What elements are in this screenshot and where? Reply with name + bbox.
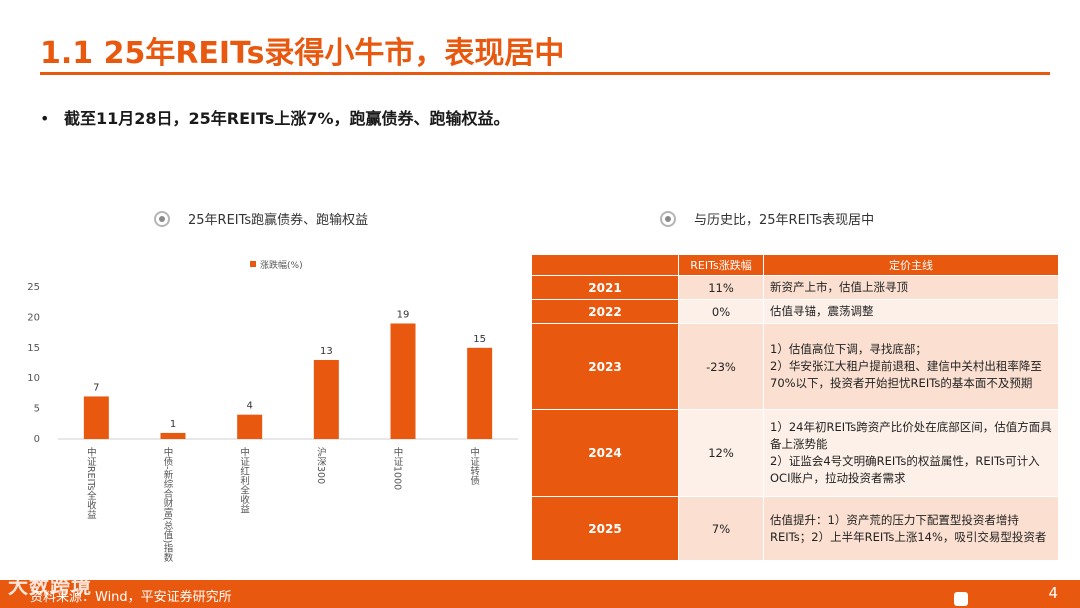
pricing-history-table: REITs涨跌幅 定价主线 2021 11% 新资产上市，估值上涨寻顶 2022… <box>531 254 1059 561</box>
row-change: 7% <box>678 496 764 561</box>
data-label: 13 <box>320 346 333 357</box>
x-category-label: 中证REITs全收益 <box>85 446 97 519</box>
data-label: 1 <box>170 419 176 430</box>
legend-swatch <box>250 261 256 267</box>
row-description: 1）24年初REITs跨资产比价处在底部区间，估值方面具备上涨势能 2）证监会4… <box>763 409 1059 497</box>
row-year: 2025 <box>531 496 679 561</box>
title-divider <box>40 72 1050 75</box>
row-year: 2022 <box>531 299 679 324</box>
table-row: 2023 -23% 1）估值高位下调，寻找底部； 2）华安张江大租户提前退租、建… <box>531 323 1059 410</box>
row-description: 新资产上市，估值上涨寻顶 <box>763 275 1059 300</box>
x-category-label: 中证1000 <box>392 446 404 490</box>
page-number: 4 <box>1048 584 1058 602</box>
bar <box>313 359 339 439</box>
footer-bar <box>0 580 1080 608</box>
brand-logo-icon <box>954 592 968 606</box>
x-category-label: 中债-新综合财富(总值)指数 <box>162 446 174 563</box>
legend-label: 涨跌幅(%) <box>260 259 303 271</box>
bar <box>467 347 493 439</box>
row-change: 0% <box>678 299 764 324</box>
bar <box>160 432 186 439</box>
radio-bullet-icon <box>154 210 170 227</box>
bullet-marker: • <box>40 109 50 128</box>
table-row: 2025 7% 估值提升：1）资产荒的压力下配置型投资者增持REITs；2）上半… <box>531 496 1059 561</box>
data-label: 4 <box>246 401 252 412</box>
left-section-title-text: 25年REITs跑赢债券、跑输权益 <box>188 213 369 228</box>
table-header-row: REITs涨跌幅 定价主线 <box>531 254 1059 276</box>
desc-line: 新资产上市，估值上涨寻顶 <box>770 280 908 294</box>
page-title: 1.1 25年REITs录得小牛市，表现居中 <box>40 36 565 71</box>
footer-source: 资料来源：Wind，平安证券研究所 <box>30 590 232 605</box>
x-category-label: 中证红利全收益 <box>238 446 250 513</box>
row-year: 2024 <box>531 409 679 497</box>
x-category-label: 中证转债 <box>468 446 480 486</box>
data-label: 19 <box>397 309 410 320</box>
y-tick-label: 5 <box>34 404 40 415</box>
row-change: 12% <box>678 409 764 497</box>
bar <box>237 414 263 439</box>
y-tick-label: 25 <box>27 282 40 293</box>
row-description: 1）估值高位下调，寻找底部； 2）华安张江大租户提前退租、建信中关村出租率降至7… <box>763 323 1059 410</box>
desc-line: 2）证监会4号文明确REITs的权益属性，REITs可计入OCI账户，拉动投资者… <box>770 454 1040 485</box>
bar <box>390 323 416 439</box>
row-year: 2021 <box>531 275 679 300</box>
watermark-logo: 大数跨境 <box>8 574 92 598</box>
returns-bar-chart: 涨跌幅(%) 0 5 10 15 20 25 7 中证REITs全收益 1 中债-新综合财富(总值)… <box>27 259 518 563</box>
desc-line: 2）华安张江大租户提前退租、建信中关村出租率降至70%以下，投资者开始担忧REI… <box>770 359 1042 390</box>
y-tick-label: 15 <box>27 343 40 354</box>
x-category-label: 沪深300 <box>315 446 327 484</box>
left-section-title: 25年REITs跑赢债券、跑输权益 <box>154 209 368 228</box>
table-header-year <box>531 254 679 276</box>
table-row: 2024 12% 1）24年初REITs跨资产比价处在底部区间，估值方面具备上涨… <box>531 409 1059 497</box>
right-section-title-text: 与历史比，25年REITs表现居中 <box>694 213 875 228</box>
table-header-driver: 定价主线 <box>763 254 1059 276</box>
table-row: 2022 0% 估值寻锚，震荡调整 <box>531 299 1059 324</box>
row-change: 11% <box>678 275 764 300</box>
y-tick-label: 0 <box>34 434 40 445</box>
data-label: 15 <box>473 334 486 345</box>
row-description: 估值寻锚，震荡调整 <box>763 299 1059 324</box>
y-tick-label: 10 <box>27 373 40 384</box>
radio-bullet-icon <box>660 210 676 227</box>
desc-line: 估值提升：1）资产荒的压力下配置型投资者增持REITs；2）上半年REITs上涨… <box>770 512 1047 544</box>
desc-line: 估值寻锚，震荡调整 <box>770 304 874 318</box>
row-year: 2023 <box>531 323 679 410</box>
row-change: -23% <box>678 323 764 410</box>
y-tick-label: 20 <box>27 312 40 323</box>
desc-line: 1）估值高位下调，寻找底部； <box>770 342 927 356</box>
bar <box>83 396 109 439</box>
row-description: 估值提升：1）资产荒的压力下配置型投资者增持REITs；2）上半年REITs上涨… <box>763 496 1059 561</box>
desc-line: 1）24年初REITs跨资产比价处在底部区间，估值方面具备上涨势能 <box>770 420 1052 451</box>
right-section-title: 与历史比，25年REITs表现居中 <box>660 209 874 228</box>
bullet-text: 截至11月28日，25年REITs上涨7%，跑赢债券、跑输权益。 <box>64 109 510 128</box>
table-row: 2021 11% 新资产上市，估值上涨寻顶 <box>531 275 1059 300</box>
table-header-change: REITs涨跌幅 <box>678 254 764 276</box>
data-label: 7 <box>93 382 99 393</box>
summary-bullet: • 截至11月28日，25年REITs上涨7%，跑赢债券、跑输权益。 <box>40 105 509 129</box>
